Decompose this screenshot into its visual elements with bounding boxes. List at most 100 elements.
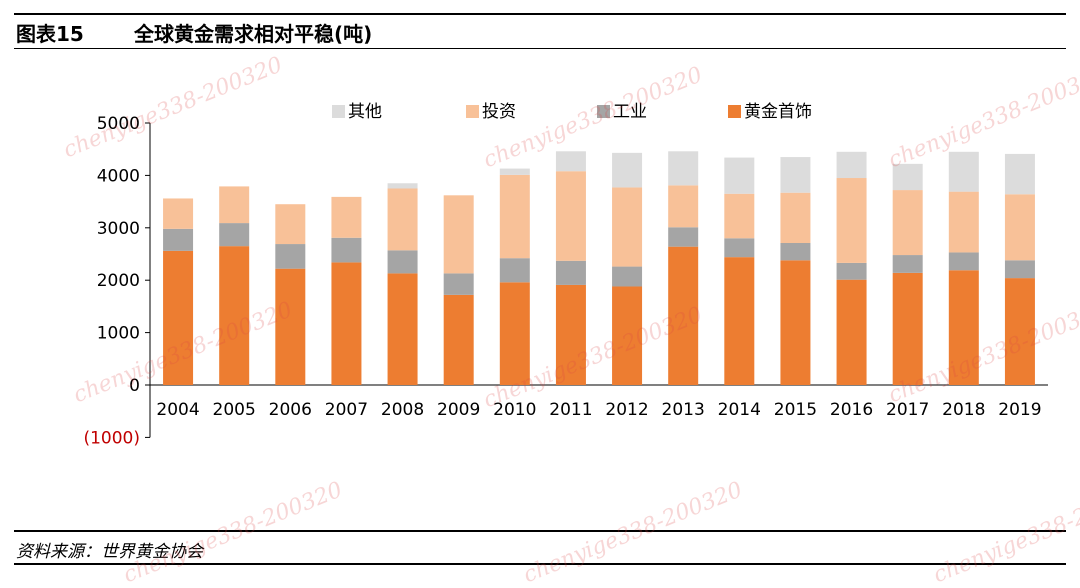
y-tick-label: 4000: [97, 166, 140, 186]
x-tick-label: 2016: [830, 400, 873, 420]
bar-segment-jewelry: [331, 262, 362, 385]
bar-segment-jewelry: [948, 270, 979, 385]
bar-segment-investment: [836, 178, 867, 263]
bar-segment-investment: [668, 185, 699, 228]
legend-label-other: 其他: [348, 102, 382, 122]
bar-segment-jewelry: [724, 257, 755, 385]
bar-segment-industry: [163, 228, 194, 251]
legend-swatch-investment: [466, 105, 479, 118]
bar-segment-investment: [780, 192, 811, 243]
top-rule: [14, 13, 1066, 15]
bar-segment-industry: [387, 250, 418, 274]
x-tick-label: 2004: [156, 400, 199, 420]
bar-segment-jewelry: [892, 272, 923, 385]
bar-segment-investment: [499, 174, 530, 259]
bar-segment-industry: [892, 255, 923, 273]
legend-label-jewelry: 黄金首饰: [744, 102, 812, 122]
bar-segment-other: [499, 168, 530, 175]
bar-segment-other: [387, 183, 418, 189]
figure-title: 全球黄金需求相对平稳(吨): [134, 21, 373, 46]
bar-segment-jewelry: [780, 260, 811, 385]
legend-swatch-other: [332, 105, 345, 118]
bar-segment-industry: [836, 262, 867, 280]
x-tick-label: 2005: [213, 400, 256, 420]
bar-segment-industry: [219, 223, 250, 247]
stacked-bar-chart: 其他 投资 工业 黄金首饰 5000 4000 3000 2000 1000 0 (1000) 20…: [83, 102, 1048, 448]
bar-segment-industry: [612, 266, 643, 287]
bar-segment-other: [668, 151, 699, 186]
title-underline: [14, 48, 1066, 49]
bar-segment-investment: [948, 191, 979, 253]
bar-segment-investment: [555, 171, 586, 261]
bar-segment-industry: [668, 227, 699, 247]
chart-axes: 5000 4000 3000 2000 1000 0 (1000) 2004 2005 2006 2…: [83, 114, 1048, 448]
y-tick-label: 2000: [97, 271, 140, 291]
bar-segment-jewelry: [219, 246, 250, 385]
x-tick-label: 2012: [605, 400, 648, 420]
y-tick-label: (1000): [83, 428, 140, 448]
x-tick-label: 2010: [493, 400, 536, 420]
y-tick-label: 5000: [97, 114, 140, 134]
bar-segment-industry: [780, 242, 811, 261]
bar-segment-industry: [443, 273, 474, 295]
legend-swatch-industry: [597, 105, 610, 118]
x-tick-label: 2014: [718, 400, 761, 420]
x-tick-label: 2007: [325, 400, 368, 420]
bar-segment-investment: [443, 195, 474, 274]
bar-segment-investment: [1004, 194, 1035, 261]
bottom-rule: [14, 563, 1066, 565]
y-tick-label: 0: [129, 376, 140, 396]
bar-segment-industry: [1004, 260, 1035, 279]
x-tick-label: 2013: [662, 400, 705, 420]
bar-segment-other: [1004, 153, 1035, 195]
bar-segment-jewelry: [443, 294, 474, 385]
bar-segment-other: [724, 157, 755, 194]
source-top-rule: [14, 530, 1066, 532]
bar-segment-jewelry: [275, 268, 306, 385]
x-tick-label: 2009: [437, 400, 480, 420]
chart-legend: 其他 投资 工业 黄金首饰: [332, 102, 812, 122]
bar-segment-investment: [724, 193, 755, 239]
bar-segment-jewelry: [612, 286, 643, 385]
bar-segment-jewelry: [499, 282, 530, 385]
bar-segment-industry: [275, 244, 306, 269]
bar-segment-jewelry: [668, 246, 699, 385]
chart-bars: [163, 151, 1035, 385]
bar-segment-other: [612, 152, 643, 188]
bar-segment-jewelry: [836, 279, 867, 385]
figure-header: 图表15 全球黄金需求相对平稳(吨): [16, 18, 372, 46]
bar-segment-industry: [724, 238, 755, 258]
legend-swatch-jewelry: [728, 105, 741, 118]
bar-segment-other: [892, 163, 923, 191]
bar-segment-other: [948, 151, 979, 192]
legend-label-investment: 投资: [482, 102, 516, 122]
x-tick-label: 2011: [549, 400, 592, 420]
bar-segment-other: [555, 151, 586, 172]
bar-segment-jewelry: [387, 273, 418, 385]
bar-segment-jewelry: [163, 250, 194, 385]
bar-segment-other: [780, 157, 811, 193]
figure-label: 图表15: [16, 21, 84, 46]
x-tick-label: 2015: [774, 400, 817, 420]
bar-segment-jewelry: [1004, 278, 1035, 385]
bar-segment-investment: [612, 187, 643, 267]
legend-label-industry: 工业: [613, 102, 647, 122]
bar-segment-investment: [275, 204, 306, 245]
y-tick-label: 1000: [97, 324, 140, 344]
source-note: 资料来源：世界黄金协会: [16, 542, 203, 562]
bar-segment-investment: [892, 190, 923, 256]
x-tick-label: 2006: [269, 400, 312, 420]
y-tick-label: 3000: [97, 219, 140, 239]
bar-segment-industry: [555, 260, 586, 285]
bar-segment-jewelry: [555, 284, 586, 385]
bar-segment-industry: [331, 237, 362, 263]
bar-segment-investment: [387, 188, 418, 251]
bar-segment-industry: [499, 258, 530, 283]
bar-segment-investment: [163, 198, 194, 229]
x-tick-label: 2019: [998, 400, 1041, 420]
x-tick-label: 2008: [381, 400, 424, 420]
bar-segment-other: [836, 151, 867, 179]
bar-segment-investment: [331, 196, 362, 238]
bar-segment-industry: [948, 252, 979, 271]
bar-segment-investment: [219, 186, 250, 224]
